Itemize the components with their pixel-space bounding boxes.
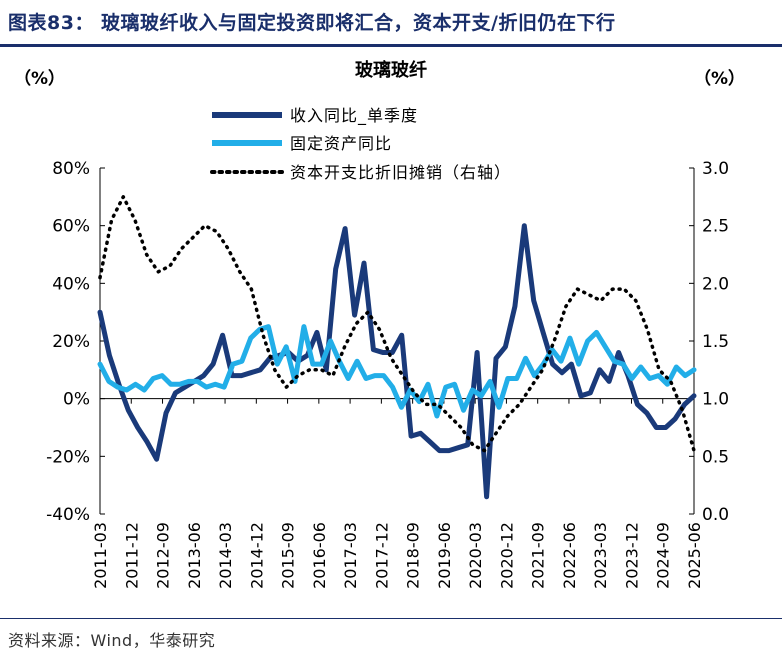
x-tick-label: 2012-09: [154, 522, 173, 589]
legend-label-fai: 固定资产同比: [290, 134, 392, 153]
x-tick-label: 2018-09: [404, 522, 423, 589]
legend-label-capex: 资本开支比折旧摊销（右轴）: [290, 163, 511, 182]
right-tick-label: 2.0: [702, 274, 729, 294]
x-tick-label: 2017-03: [341, 522, 360, 589]
series-layer: [97, 195, 697, 500]
legend: 收入同比_单季度 固定资产同比 资本开支比折旧摊销（右轴）: [210, 106, 511, 182]
right-axis-unit: （%）: [694, 68, 745, 89]
right-tick-label: 0.5: [702, 447, 729, 467]
right-tick-label: 0.0: [702, 505, 729, 525]
left-tick-label: -40%: [46, 505, 90, 525]
figure-footer: 资料来源：Wind，华泰研究: [0, 618, 782, 661]
x-tick-label: 2015-09: [279, 522, 298, 589]
x-tick-label: 2011-03: [91, 522, 110, 589]
chart-title: 玻璃玻纤: [355, 59, 427, 81]
left-axis-unit: （%）: [14, 68, 65, 89]
left-tick-label: 0%: [63, 390, 90, 410]
right-tick-label: 2.5: [702, 217, 729, 237]
right-tick-label: 1.5: [702, 332, 729, 352]
chart-area: 玻璃玻纤 （%） （%） 收入同比_单季度 固定资产同比 资本开支比折旧摊销（右…: [14, 59, 745, 589]
fixed-assets-yoy-line: [97, 324, 697, 419]
x-tick-label: 2014-12: [247, 522, 266, 589]
x-tick-label: 2020-12: [497, 522, 516, 589]
left-tick-label: 40%: [52, 274, 90, 294]
right-tick-label: 1.0: [702, 390, 729, 410]
x-tick-label: 2021-09: [529, 522, 548, 589]
x-tick-label: 2020-03: [466, 522, 485, 589]
x-tick-label: 2019-06: [435, 522, 454, 589]
x-tick-label: 2016-06: [310, 522, 329, 589]
x-tick-label: 2013-06: [185, 522, 204, 589]
axes-layer: -40% -20% 0% 20% 40% 60% 80% 0.0 0.5 1.0 1.5 2.0 2.5…: [46, 159, 729, 589]
x-tick-label: 2023-12: [622, 522, 641, 589]
x-tick-label: 2011-12: [122, 522, 141, 589]
x-tick-label: 2022-06: [560, 522, 579, 589]
left-tick-label: -20%: [46, 447, 90, 467]
right-tick-label: 3.0: [702, 159, 729, 179]
legend-label-revenue: 收入同比_单季度: [290, 106, 418, 126]
figure-title: 图表83： 玻璃玻纤收入与固定投资即将汇合，资本开支/折旧仍在下行: [8, 12, 616, 34]
x-tick-label: 2025-06: [685, 522, 704, 589]
left-tick-label: 80%: [52, 159, 90, 179]
capex-to-depreciation-line: [98, 195, 696, 453]
revenue-yoy-line: [97, 223, 697, 500]
x-tick-label: 2023-03: [591, 522, 610, 589]
x-tick-label: 2024-09: [654, 522, 673, 589]
x-tick-label: 2017-12: [372, 522, 391, 589]
left-tick-label: 20%: [52, 332, 90, 352]
x-tick-label: 2014-03: [216, 522, 235, 589]
source-note: 资料来源：Wind，华泰研究: [8, 631, 216, 650]
left-tick-label: 60%: [52, 217, 90, 237]
figure-header: 图表83： 玻璃玻纤收入与固定投资即将汇合，资本开支/折旧仍在下行: [0, 0, 782, 47]
